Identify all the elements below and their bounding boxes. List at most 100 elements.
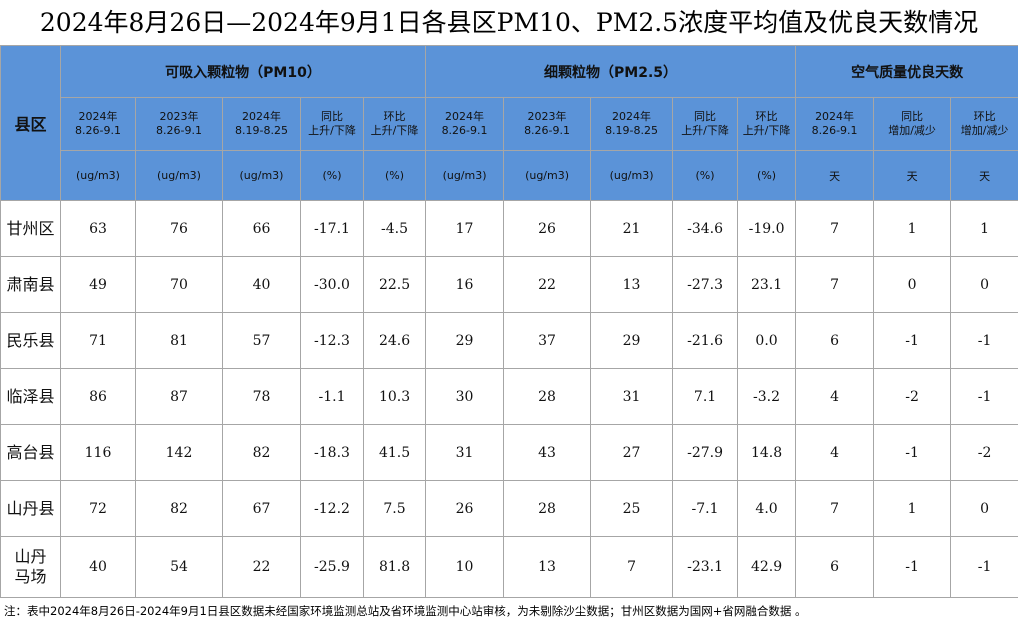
value-cell: 81 [135,312,223,369]
subheader-line: 同比 [694,110,717,123]
value-cell: 43 [503,424,592,481]
value-cell: 57 [222,312,301,369]
value-cell: 21 [590,200,674,257]
value-cell: -34.6 [672,200,739,257]
value-cell: 7.1 [672,368,739,425]
header-row: 县区 可吸入颗粒物（PM10） 细颗粒物（PM2.5） 空气质量优良天数 [0,45,1018,201]
value-cell: 37 [503,312,592,369]
value-cell: 31 [590,368,674,425]
value-cell: 17 [425,200,505,257]
subheader: 2024年 8.26-9.1 [425,97,505,151]
value-cell: 25 [590,480,674,537]
subheader-line: 上升/下降 [308,124,356,137]
subheader-line: 8.19-8.25 [235,124,288,137]
value-cell: 66 [222,200,301,257]
subheader-line: 2023年 [527,110,567,123]
value-cell: 82 [222,424,301,481]
subheader-line: 8.26-9.1 [524,124,571,137]
value-cell: 71 [60,312,136,369]
group-header: 细颗粒物（PM2.5） [425,45,797,98]
region-header: 县区 [0,45,61,201]
value-cell: -1 [950,536,1018,598]
subheader-line: 8.26-9.1 [441,124,488,137]
region-name: 民乐县 [0,312,61,369]
value-cell: 81.8 [362,536,427,598]
subheader-line: 8.26-9.1 [811,124,858,137]
unit: (%) [672,150,739,201]
data-row: 山丹 马场 40 54 22 -25.9 81.8 10 13 7 -23.1 42.9 6 -1 -1 [0,536,1018,598]
note: 注：表中2024年8月26日-2024年9月1日县区数据未经国家环境监测总站及省… [4,604,807,618]
value-cell: 7 [795,200,875,257]
value-cell: 7 [795,480,875,537]
value-cell: 0 [950,480,1018,537]
value-cell: -21.6 [672,312,739,369]
unit: (ug/m3) [590,150,674,201]
subheader: 2024年 8.26-9.1 [795,97,875,151]
unit: (ug/m3) [222,150,301,201]
value-cell: 78 [222,368,301,425]
value-cell: -7.1 [672,480,739,537]
value-cell: -17.1 [300,200,364,257]
value-cell: 40 [222,256,301,313]
value-cell: 1 [873,480,952,537]
value-cell: 13 [503,536,592,598]
region-name: 高台县 [0,424,61,481]
value-cell: -4.5 [362,200,427,257]
subheader: 2024年 8.26-9.1 [60,97,136,151]
subheader-line: 2024年 [612,110,652,123]
title: 2024年8月26日—2024年9月1日各县区PM10、PM2.5浓度平均值及优… [39,8,979,37]
region-name: 山丹县 [0,480,61,537]
value-cell: 6 [795,312,875,369]
value-cell: 86 [60,368,136,425]
subheader-line: 2024年 [242,110,281,123]
value-cell: 10.3 [362,368,427,425]
subheader-line: 8.26-9.1 [75,124,121,137]
value-cell: 13 [590,256,674,313]
subheader: 环比 上升/下降 [737,97,797,151]
value-cell: -19.0 [737,200,797,257]
data-row: 肃南县 49 70 40 -30.0 22.5 16 22 13 -27.3 23.1 7 0 0 [0,256,1018,313]
subheader-line: 8.19-8.25 [605,124,659,137]
value-cell: 6 [795,536,875,598]
subheader-row: 2024年 8.26-9.1 2023年 8.26-9.1 2024年 8.19-8.25… [1,97,1018,151]
value-cell: -1 [950,368,1018,425]
value-cell: -30.0 [300,256,364,313]
region-name-line: 马场 [14,567,47,586]
value-cell: 1 [873,200,952,257]
value-cell: 7.5 [362,480,427,537]
subheader-line: 增加/减少 [960,124,1009,137]
value-cell: 28 [503,368,592,425]
value-cell: -2 [873,368,952,425]
value-cell: 82 [135,480,223,537]
value-cell: 49 [60,256,136,313]
unit: 天 [873,150,952,201]
value-cell: 87 [135,368,223,425]
value-cell: -27.3 [672,256,739,313]
value-cell: 40 [60,536,136,598]
value-cell: 41.5 [362,424,427,481]
data-row: 民乐县 71 81 57 -12.3 24.6 29 37 29 -21.6 0.0 6 -1 -1 [0,312,1018,369]
unit: 天 [795,150,875,201]
subheader-line: 2024年 [815,110,855,123]
unit: (ug/m3) [60,150,136,201]
value-cell: 23.1 [737,256,797,313]
unit: (ug/m3) [135,150,223,201]
region-name: 临泽县 [0,368,61,425]
value-cell: 70 [135,256,223,313]
value-cell: 31 [425,424,505,481]
region-name: 肃南县 [0,256,61,313]
value-cell: -27.9 [672,424,739,481]
value-cell: 27 [590,424,674,481]
subheader-line: 同比 [321,110,343,123]
group-header: 空气质量优良天数 [795,45,1018,98]
subheader: 同比 上升/下降 [300,97,364,151]
subheader: 2023年 8.26-9.1 [135,97,223,151]
region-name-line: 山丹 [14,547,47,566]
subheader: 环比 增加/减少 [950,97,1018,151]
subheader: 2023年 8.26-9.1 [503,97,592,151]
value-cell: -1 [950,312,1018,369]
value-cell: 4 [795,368,875,425]
value-cell: 16 [425,256,505,313]
value-cell: 7 [795,256,875,313]
